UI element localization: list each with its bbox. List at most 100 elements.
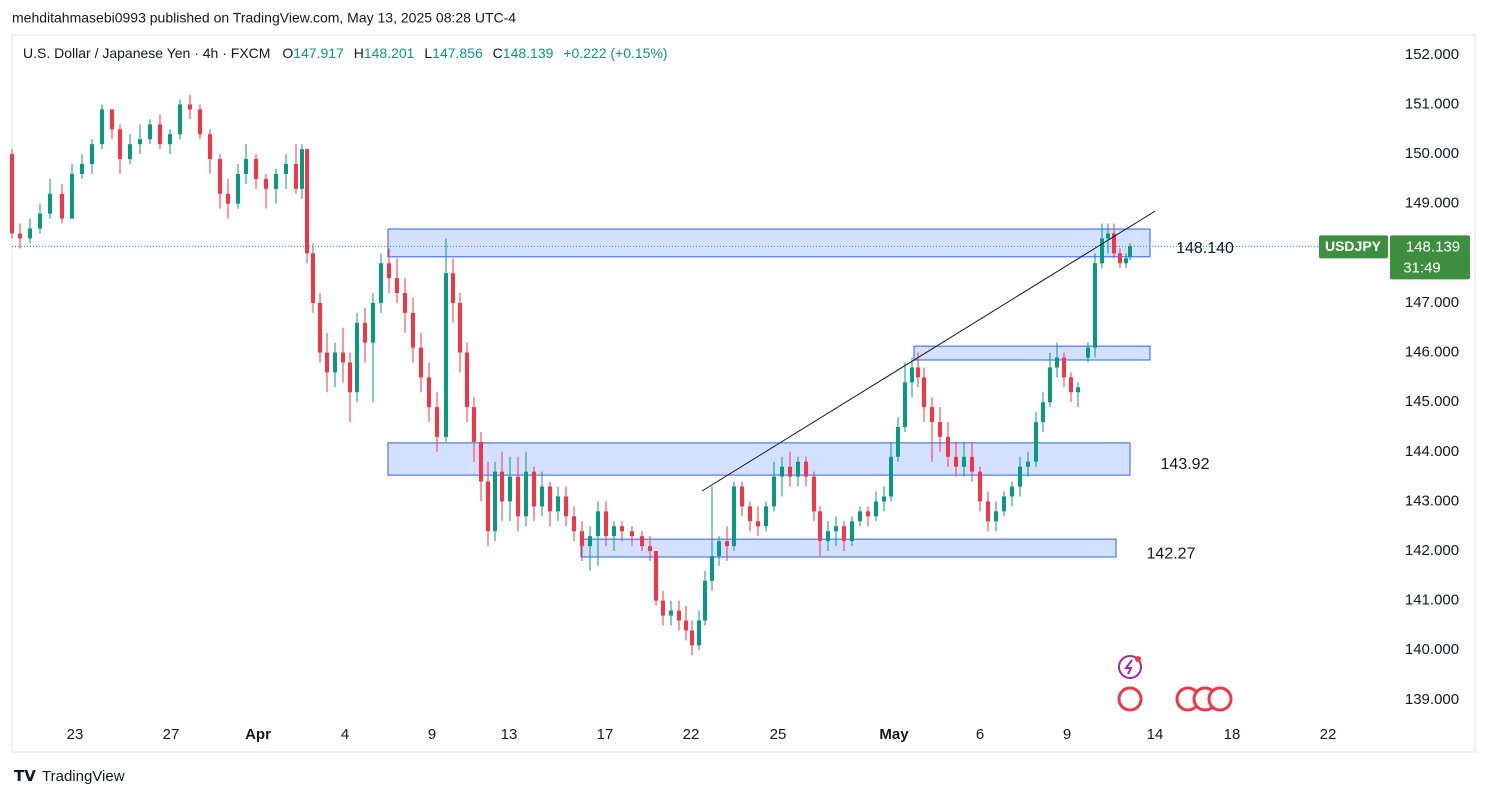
candle-body (612, 526, 616, 537)
x-tick-label: 9 (428, 726, 436, 743)
candle-body (500, 471, 504, 502)
x-tick-label: 14 (1147, 726, 1164, 743)
price-badge (1390, 235, 1470, 280)
y-tick-label: 147.000 (1405, 294, 1459, 311)
ohlc-key: L (424, 45, 432, 61)
candle-body (294, 164, 298, 189)
symbol-badge-label: USDJPY (1325, 238, 1382, 254)
chart-frame (11, 34, 1476, 753)
x-tick-label: 27 (163, 726, 180, 743)
candle-body (962, 456, 966, 467)
candle-body (395, 278, 399, 294)
symbol: U.S. Dollar / Japanese Yen · 4h · FXCM (23, 45, 270, 61)
candle-body (516, 476, 520, 517)
plot (10, 94, 1319, 656)
candle-body (355, 322, 359, 393)
candle-body (90, 144, 94, 165)
y-tick-label: 141.000 (1405, 592, 1459, 609)
zone (913, 345, 1151, 361)
ohlc-value: 147.856 (432, 45, 483, 61)
candle-body (1062, 357, 1066, 378)
y-tick-label: 143.000 (1405, 492, 1459, 509)
zone (387, 442, 1131, 476)
candle-body (903, 382, 907, 427)
candle-body (479, 441, 483, 482)
y-tick-label: 146.000 (1405, 344, 1459, 361)
candle-body (244, 159, 248, 174)
candle-body (986, 501, 990, 522)
x-tick-label: 9 (1063, 726, 1071, 743)
candle-body (596, 511, 600, 537)
candle-body (465, 352, 469, 408)
candle-body (1048, 367, 1052, 403)
event-dot (1135, 656, 1141, 662)
symbol-badge (1319, 235, 1388, 259)
countdown: 31:49 (1403, 259, 1441, 276)
footer-brand: TradingView (42, 768, 125, 785)
candle-body (858, 511, 862, 522)
candle-body (669, 610, 673, 616)
candle-body (640, 536, 644, 547)
candle-body (198, 109, 202, 135)
candle-body (1086, 347, 1090, 358)
candle-body (1034, 422, 1038, 462)
candle-body (780, 466, 784, 477)
ohlc-value: 148.139 (503, 45, 554, 61)
candle-body (748, 506, 752, 522)
ohlc-value: 148.201 (364, 45, 415, 61)
candle-body (772, 476, 776, 507)
candle-body (1100, 238, 1104, 264)
candle-body (148, 124, 152, 140)
candle-body (1076, 387, 1080, 393)
x-tick-label: 6 (976, 726, 984, 743)
x-tick-label: 4 (341, 726, 349, 743)
candle-body (684, 620, 688, 631)
candle-body (305, 149, 309, 254)
zone-label: 142.27 (1147, 545, 1196, 562)
candle-body (18, 233, 22, 239)
candle-body (458, 302, 462, 353)
candle-body (874, 501, 878, 517)
candle-body (158, 124, 162, 145)
candle-body (938, 422, 942, 437)
publisher-line: mehditahmasebi0993 published on TradingV… (12, 10, 516, 26)
candle-body (264, 178, 268, 189)
candle-body (274, 173, 278, 189)
candle-body (604, 511, 608, 537)
change: +0.222 (+0.15%) (563, 45, 667, 61)
candle-body (379, 263, 383, 303)
candle-body (1026, 461, 1030, 467)
candle-body (1002, 496, 1006, 512)
candle-body (110, 109, 114, 130)
candle-body (882, 496, 886, 502)
candle-body (866, 511, 870, 517)
candle-body (80, 164, 84, 174)
candle-body (588, 536, 592, 547)
candle-body (710, 556, 714, 581)
candle-body (486, 481, 490, 532)
x-tick-label: 22 (683, 726, 700, 743)
candle-body (930, 407, 934, 423)
candle-body (128, 144, 132, 160)
event-icons (1117, 655, 1233, 712)
candle-body (300, 149, 304, 189)
candle-body (540, 486, 544, 507)
candle-body (411, 312, 415, 348)
x-tick-label: Apr (245, 726, 271, 743)
candle-body (804, 461, 808, 477)
event-icon (1207, 686, 1233, 712)
candle-body (118, 129, 122, 160)
candle-body (387, 263, 391, 279)
candle-body (38, 213, 42, 229)
y-tick-label: 151.000 (1405, 95, 1459, 112)
candle-body (994, 511, 998, 522)
candle-body (1018, 466, 1022, 487)
candle-body (435, 407, 439, 437)
candle-body (740, 486, 744, 507)
candle-body (1112, 233, 1116, 254)
candle-body (48, 193, 52, 214)
candle-body (1041, 402, 1045, 423)
x-tick-label: 13 (501, 726, 518, 743)
candle-body (677, 610, 681, 621)
